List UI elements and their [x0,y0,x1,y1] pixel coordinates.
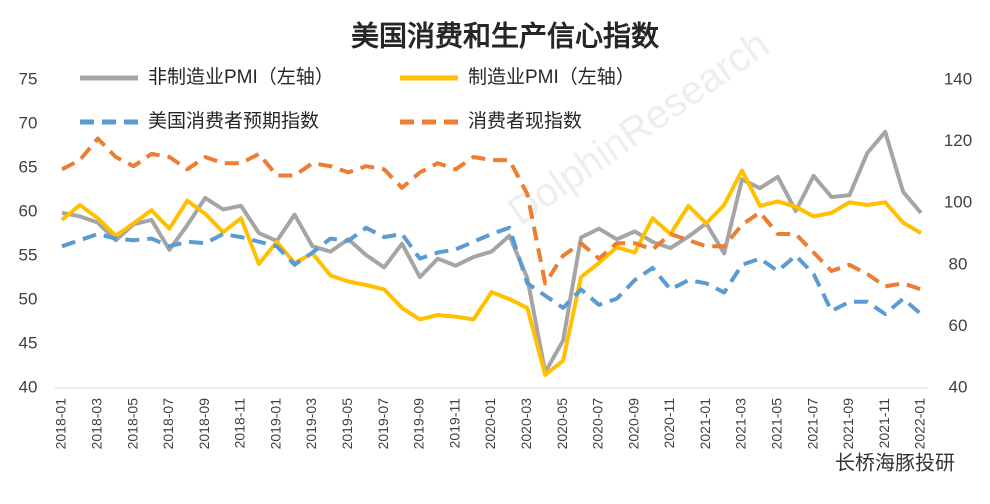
x-tick-label: 2019-03 [303,398,319,450]
x-tick-label: 2022-01 [912,398,928,450]
y-tick-label: 45 [19,333,38,352]
y2-tick-label: 80 [949,254,968,273]
footer: 长桥海豚投研 [835,451,955,474]
x-tick-label: 2020-01 [482,398,498,450]
y2-tick-label: 40 [949,377,968,396]
y2-tick-label: 140 [944,69,972,88]
chart-title: 美国消费和生产信心指数 [351,20,660,51]
x-tick-label: 2019-01 [267,398,283,450]
y-tick-label: 40 [19,377,38,396]
x-tick-label: 2020-09 [625,398,641,450]
x-tick-label: 2021-11 [876,398,892,449]
series-line [61,225,923,317]
series-line [61,129,923,375]
x-tick-label: 2020-03 [518,398,534,450]
y-tick-label: 65 [19,157,38,176]
x-tick-label: 2019-07 [375,398,391,450]
x-tick-label: 2021-05 [769,398,785,450]
x-tick-label: 2020-07 [590,398,606,450]
x-tick-label: 2018-11 [232,398,248,449]
x-tick-label: 2018-01 [53,398,69,450]
y2-tick-label: 100 [944,193,972,212]
x-tick-label: 2021-03 [733,398,749,450]
x-tick-label: 2021-07 [804,398,820,450]
x-tick-label: 2019-09 [411,398,427,450]
x-tick-label: 2018-05 [124,398,140,450]
y2-tick-label: 60 [949,316,968,335]
x-tick-label: 2020-11 [661,398,677,449]
x-tick-label: 2018-03 [88,398,104,450]
legend-label: 非制造业PMI（左轴） [148,66,334,88]
x-tick-label: 2019-11 [446,398,462,449]
x-tick-label: 2019-05 [339,398,355,450]
x-tick-label: 2021-01 [697,398,713,450]
y2-tick-label: 120 [944,131,972,150]
x-tick-label: 2020-05 [554,398,570,450]
y-tick-label: 70 [19,113,38,132]
x-tick-label: 2018-07 [160,398,176,450]
y-tick-label: 55 [19,245,38,264]
series-line [60,168,923,377]
y-tick-label: 60 [19,201,38,220]
legend-label: 制造业PMI（左轴） [468,66,635,88]
x-tick-label: 2018-09 [196,398,212,450]
y-tick-label: 50 [19,289,38,308]
series-line [61,136,922,292]
x-tick-label: 2021-09 [840,398,856,450]
legend-label: 美国消费者预期指数 [148,110,319,132]
legend-label: 消费者现指数 [468,110,582,132]
y-tick-label: 75 [19,69,38,88]
